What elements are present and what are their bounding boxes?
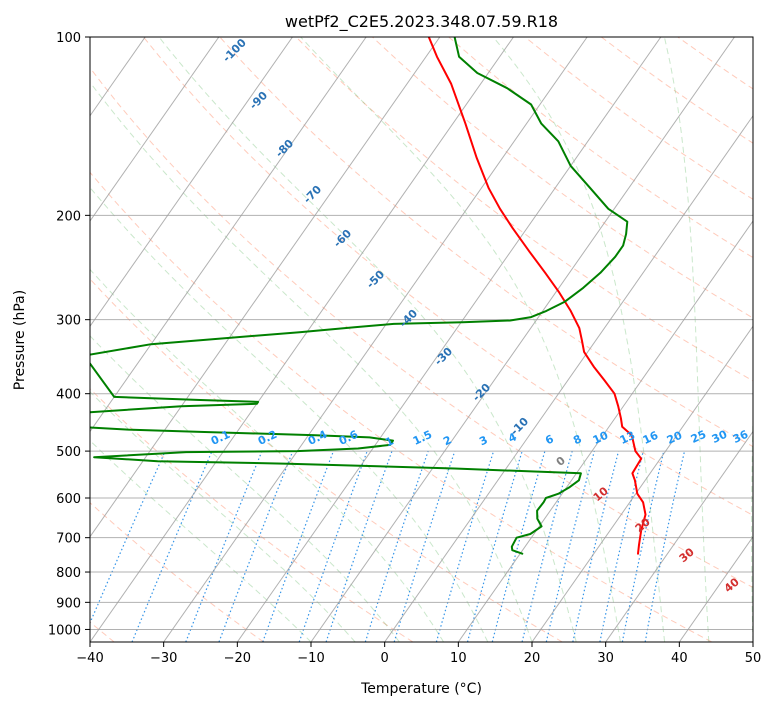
profile-lines-layer (90, 37, 647, 555)
mixing-ratio-line (185, 450, 263, 642)
dry-adiabat-line (90, 67, 753, 588)
isotherm-line (90, 37, 220, 222)
axes-layer: −40 −30 −20 −10 0 10 20 30 40 50 100 200 300 400 500 60… (48, 31, 761, 666)
background-lines-layer (90, 37, 753, 642)
isotherm-line (163, 37, 588, 642)
y-axis-tick-label: 300 (56, 314, 81, 329)
x-axis-tick-label: −30 (150, 651, 177, 666)
mixing-ratio-line (298, 450, 368, 642)
mixing-ratio-line (90, 450, 166, 625)
x-axis-label: Temperature (°C) (360, 681, 482, 697)
x-axis-tick-label: 50 (745, 651, 762, 666)
mixing-ratio-label: 25 (689, 428, 708, 446)
isotherm-line (457, 220, 753, 642)
mixing-ratio-line (325, 450, 393, 642)
mixing-ratio-label: 13 (618, 429, 637, 447)
mixing-ratio-line (572, 450, 620, 642)
mixing-ratio-line (435, 450, 495, 642)
mixing-ratio-label: 30 (710, 428, 730, 446)
y-axis-tick-label: 600 (56, 492, 81, 507)
mixing-ratio-label: 36 (731, 428, 751, 446)
isotherm-line (90, 37, 514, 642)
y-axis-tick-label: 200 (56, 209, 81, 224)
isotherm-line (531, 325, 753, 642)
moist-adiabat-line (90, 268, 445, 642)
moist-adiabat-line (663, 37, 710, 642)
isotherm-line (90, 37, 367, 433)
y-axis-label: Pressure (hPa) (12, 290, 28, 390)
moist-adiabat-line (90, 335, 400, 642)
dry-adiabat-line (90, 502, 264, 642)
isotherm-line (90, 37, 293, 328)
y-axis-tick-label: 1000 (48, 623, 81, 638)
isotherm-line (236, 37, 662, 642)
x-axis-tick-label: 40 (671, 651, 688, 666)
mixing-ratio-line (521, 450, 573, 642)
mixing-ratio-line (262, 450, 334, 642)
mixing-ratio-label: 16 (641, 429, 661, 447)
isotherm-line (678, 535, 753, 642)
x-axis-tick-label: 0 (381, 651, 389, 666)
isotherm-line (310, 37, 735, 642)
mixing-ratio-line (599, 450, 644, 642)
y-axis-tick-label: 400 (56, 388, 81, 403)
x-axis-tick-label: −40 (76, 651, 103, 666)
moist-adiabat-line (751, 399, 753, 642)
x-axis-tick-label: 20 (524, 651, 541, 666)
moist-adiabat-line (492, 37, 666, 642)
x-axis-tick-label: −10 (297, 651, 324, 666)
mixing-ratio-line (466, 450, 523, 642)
dry-adiabat-line (90, 171, 712, 642)
moist-adiabat-line (158, 37, 577, 642)
mixing-ratio-label: 10 (591, 429, 611, 447)
moist-adiabat-line (300, 37, 621, 642)
moist-adiabat-line (90, 186, 489, 642)
mixing-ratio-line (364, 450, 429, 642)
dewpoint-profile-line (90, 37, 629, 555)
y-axis-tick-label: 700 (56, 532, 81, 547)
dry-adiabat-line (295, 37, 753, 382)
moist-adiabat-line (90, 81, 533, 642)
y-axis-tick-label: 500 (56, 445, 81, 460)
isotherm-line (90, 37, 441, 538)
y-axis-tick-label: 900 (56, 596, 81, 611)
x-axis-tick-label: −20 (224, 651, 251, 666)
dry-adiabat-line (143, 37, 753, 516)
x-axis-tick-label: 30 (597, 651, 614, 666)
mixing-ratio-label: 20 (665, 429, 685, 447)
temperature-profile-line (427, 37, 647, 555)
mixing-ratio-line (545, 450, 595, 642)
isotherm-line (384, 114, 753, 642)
y-axis-tick-label: 800 (56, 566, 81, 581)
y-axis-tick-label: 100 (56, 31, 81, 46)
chart-title: wetPf2_C2E5.2023.348.07.59.R18 (285, 12, 558, 32)
dry-adiabat-line (219, 37, 753, 448)
mixing-ratio-line (131, 450, 213, 642)
mixing-ratio-line (218, 450, 294, 642)
x-axis-tick-label: 10 (450, 651, 467, 666)
moist-adiabat-line (90, 391, 356, 642)
isotherm-line (605, 430, 753, 642)
dry-adiabat-line (90, 278, 563, 642)
plot-frame (89, 36, 754, 643)
